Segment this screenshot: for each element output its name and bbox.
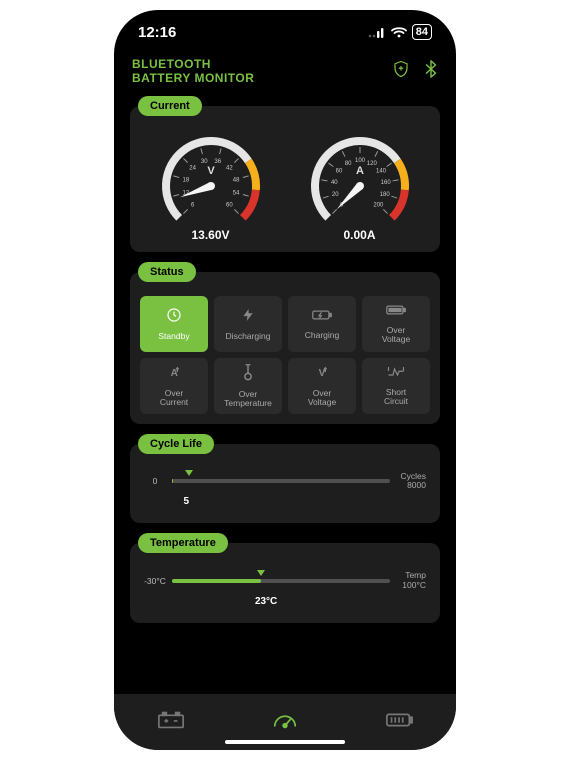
cellular-icon — [368, 27, 386, 38]
svg-text:40: 40 — [330, 180, 337, 186]
status-tile-short-circuit[interactable]: ShortCircuit — [362, 358, 430, 414]
status-tile-label: Standby — [156, 332, 191, 341]
temp-marker-icon — [257, 570, 265, 576]
clock: 12:16 — [138, 24, 176, 41]
home-indicator[interactable] — [225, 740, 345, 744]
tab-gauge[interactable] — [271, 710, 299, 735]
cycle-marker-icon — [185, 470, 193, 476]
status-tile-over-voltage-hi[interactable]: OverVoltage — [362, 296, 430, 352]
svg-text:48: 48 — [232, 177, 239, 183]
status-tile-standby[interactable]: Standby — [140, 296, 208, 352]
svg-text:60: 60 — [226, 202, 233, 208]
battery-charge-icon — [312, 308, 332, 327]
svg-text:60: 60 — [335, 168, 342, 174]
svg-text:36: 36 — [214, 158, 221, 164]
svg-text:V: V — [207, 165, 215, 177]
temp-value: 23°C — [255, 596, 426, 607]
section-cycle: Cycle Life 0 Cycles 8000 5 — [130, 434, 440, 524]
cycle-max: 8000 — [396, 481, 426, 490]
main-content: Current 6121824303642485460V 13.60V 0204… — [114, 96, 456, 686]
svg-text:20: 20 — [331, 192, 338, 198]
status-tile-discharging[interactable]: Discharging — [214, 296, 282, 352]
svg-text:6: 6 — [190, 202, 194, 208]
status-tile-charging[interactable]: Charging — [288, 296, 356, 352]
temp-min: -30°C — [144, 576, 166, 586]
status-tile-over-voltage-lo[interactable]: V OverVoltage — [288, 358, 356, 414]
cycle-value: 5 — [183, 496, 426, 507]
temp-panel: -30°C Temp 100°C 23°C — [130, 543, 440, 623]
svg-text:160: 160 — [380, 180, 391, 186]
tab-battery[interactable] — [157, 710, 185, 735]
thermo-icon — [242, 363, 254, 386]
temp-track — [172, 579, 390, 583]
svg-text:V: V — [319, 368, 326, 379]
svg-text:180: 180 — [379, 192, 390, 198]
device-status-bar: 12:16 84 — [114, 10, 456, 54]
status-indicators: 84 — [368, 24, 432, 40]
svg-text:140: 140 — [376, 168, 387, 174]
bars-icon — [385, 717, 413, 734]
svg-text:42: 42 — [226, 165, 233, 171]
section-status: Status Standby Discharging Charging Over… — [130, 262, 440, 424]
svg-text:A: A — [356, 165, 364, 177]
svg-text:200: 200 — [373, 202, 384, 208]
status-tile-label: Charging — [303, 331, 342, 340]
app-title: BLUETOOTH BATTERY MONITOR — [132, 58, 254, 86]
section-temp: Temperature -30°C Temp 100°C 2 — [130, 533, 440, 623]
v-up-icon: V — [314, 364, 330, 385]
section-badge-cycle: Cycle Life — [138, 434, 214, 454]
cycle-track — [172, 479, 390, 483]
a-up-icon: A — [166, 364, 182, 385]
status-tile-label: OverCurrent — [158, 389, 190, 407]
phone-frame: 12:16 84 BLUETOOTH BATTERY MONITOR — [114, 10, 456, 750]
status-tile-over-temp[interactable]: OverTemperature — [214, 358, 282, 414]
svg-text:80: 80 — [344, 160, 351, 166]
section-badge-current: Current — [138, 96, 202, 116]
svg-text:18: 18 — [182, 177, 189, 183]
clock-icon — [166, 307, 182, 328]
device-battery-icon: 84 — [412, 24, 432, 40]
status-tile-label: ShortCircuit — [382, 388, 410, 406]
amperage-gauge: 020406080100120140160180200A 0.00A — [295, 124, 425, 242]
battery-box-icon — [157, 717, 185, 734]
tab-bars[interactable] — [385, 710, 413, 735]
svg-text:100: 100 — [354, 158, 365, 164]
svg-text:120: 120 — [366, 160, 377, 166]
shield-icon[interactable] — [392, 60, 410, 83]
voltage-gauge: 6121824303642485460V 13.60V — [146, 124, 276, 242]
bluetooth-icon[interactable] — [424, 60, 438, 83]
status-tile-label: Discharging — [224, 332, 273, 341]
voltage-value: 13.60V — [191, 228, 229, 242]
status-tile-over-current[interactable]: A OverCurrent — [140, 358, 208, 414]
bolt-icon — [241, 307, 255, 328]
status-tile-label: OverTemperature — [222, 390, 274, 408]
short-icon — [387, 365, 405, 384]
section-current: Current 6121824303642485460V 13.60V 0204… — [130, 96, 440, 252]
svg-text:54: 54 — [232, 190, 239, 196]
cycle-panel: 0 Cycles 8000 5 — [130, 444, 440, 524]
svg-text:30: 30 — [200, 158, 207, 164]
section-badge-temp: Temperature — [138, 533, 228, 553]
amperage-value: 0.00A — [343, 228, 375, 242]
svg-text:24: 24 — [189, 165, 196, 171]
status-panel: Standby Discharging Charging OverVoltage… — [130, 272, 440, 424]
gauges-panel: 6121824303642485460V 13.60V 020406080100… — [130, 106, 440, 252]
app-header: BLUETOOTH BATTERY MONITOR — [114, 54, 456, 96]
section-badge-status: Status — [138, 262, 196, 282]
status-tile-label: OverVoltage — [306, 389, 338, 407]
wifi-icon — [391, 27, 407, 38]
battery-full-icon — [386, 303, 406, 322]
status-tile-label: OverVoltage — [380, 326, 412, 344]
gauge-icon — [271, 717, 299, 734]
cycle-min: 0 — [144, 476, 166, 486]
temp-max: 100°C — [396, 581, 426, 590]
